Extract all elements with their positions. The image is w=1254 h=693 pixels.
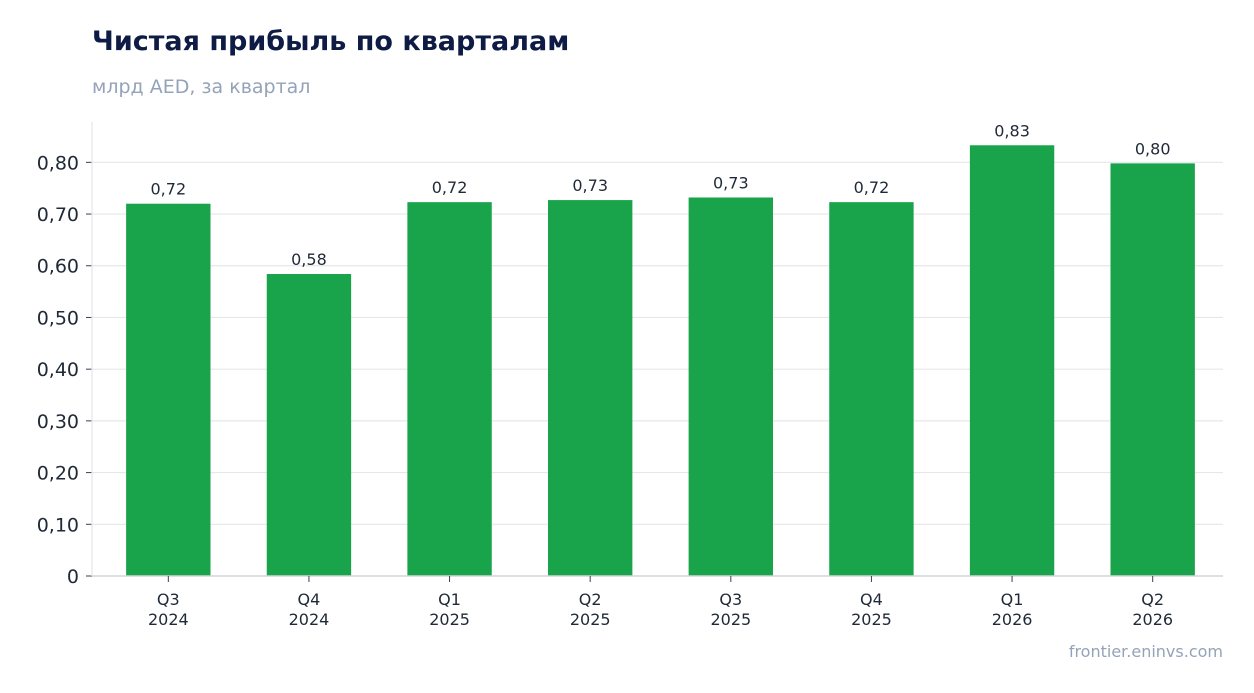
y-tick-label: 0,80 bbox=[37, 152, 79, 174]
x-tick-label: 2024 bbox=[148, 610, 189, 629]
data-label: 0,83 bbox=[994, 121, 1030, 140]
y-tick-label: 0,30 bbox=[37, 411, 79, 433]
x-tick-label: Q1 bbox=[438, 590, 461, 609]
x-tick-label: 2025 bbox=[570, 610, 611, 629]
chart-title: Чистая прибыль по кварталам bbox=[92, 26, 570, 57]
chart-subtitle: млрд AED, за квартал bbox=[92, 76, 311, 98]
y-tick-label: 0,50 bbox=[37, 307, 79, 329]
data-label: 0,80 bbox=[1135, 139, 1171, 158]
data-label: 0,72 bbox=[432, 178, 468, 197]
bar bbox=[829, 202, 914, 576]
x-tick-label: Q4 bbox=[298, 590, 321, 609]
y-tick-label: 0,10 bbox=[37, 514, 79, 536]
x-tick-label: 2025 bbox=[429, 610, 470, 629]
data-label: 0,73 bbox=[713, 173, 749, 192]
x-tick-label: 2025 bbox=[710, 610, 751, 629]
data-label: 0,72 bbox=[854, 178, 890, 197]
bars bbox=[126, 145, 1195, 577]
x-tick-label: 2026 bbox=[992, 610, 1033, 629]
y-tick-label: 0,70 bbox=[37, 204, 79, 226]
x-tick-label: Q1 bbox=[1001, 590, 1024, 609]
source-credit: frontier.eninvs.com bbox=[1068, 642, 1223, 661]
x-tick-label: Q2 bbox=[1141, 590, 1164, 609]
x-tick-label: Q2 bbox=[579, 590, 602, 609]
y-tick-label: 0,40 bbox=[37, 359, 79, 381]
labels: 0,72Q320240,58Q420240,72Q120250,73Q22025… bbox=[148, 121, 1173, 629]
data-label: 0,58 bbox=[291, 250, 327, 269]
bar bbox=[407, 202, 492, 576]
data-label: 0,73 bbox=[572, 176, 608, 195]
data-label: 0,72 bbox=[151, 180, 187, 199]
bar bbox=[266, 274, 352, 576]
bar bbox=[969, 145, 1055, 576]
x-tick-label: Q3 bbox=[719, 590, 742, 609]
x-tick-label: 2024 bbox=[289, 610, 330, 629]
x-tick-label: 2026 bbox=[1132, 610, 1173, 629]
y-tick-label: 0,20 bbox=[37, 463, 79, 485]
x-tick-label: Q3 bbox=[157, 590, 180, 609]
y-tick-label: 0 bbox=[67, 566, 79, 588]
y-tick-label: 0,60 bbox=[37, 256, 79, 278]
x-tick-label: Q4 bbox=[860, 590, 883, 609]
bar bbox=[548, 200, 633, 577]
bar bbox=[126, 203, 211, 576]
bar bbox=[1110, 163, 1195, 576]
axes: 0 0,10 0,20 0,30 0,40 0,50 0,60 0,70 0,80 bbox=[37, 122, 1223, 588]
x-tick-label: 2025 bbox=[851, 610, 892, 629]
bar bbox=[688, 197, 773, 576]
